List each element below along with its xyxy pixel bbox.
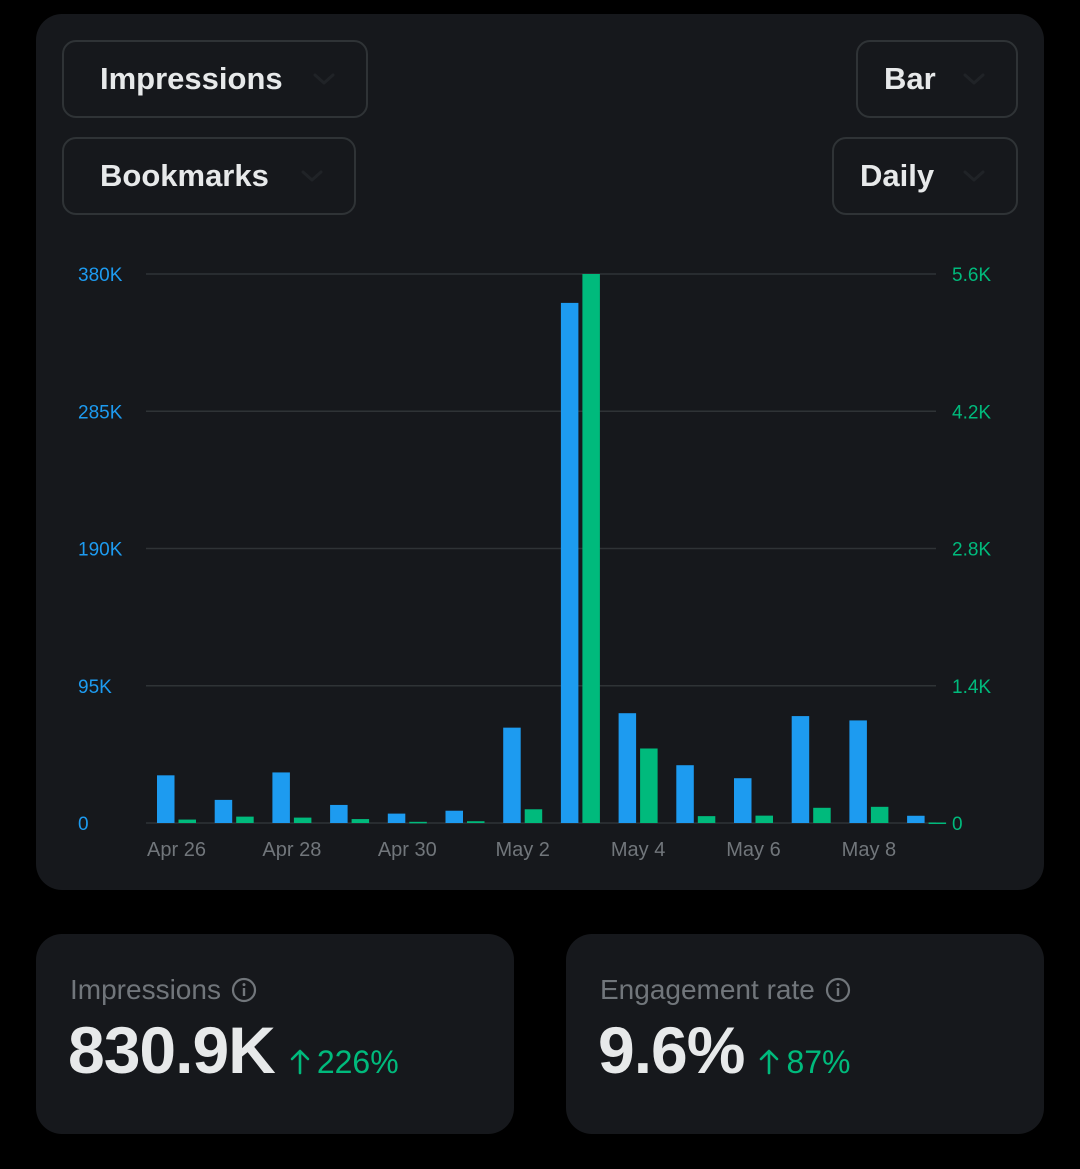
impressions-stat-change: 226% [289,1044,399,1081]
bookmarks-bar [755,815,773,823]
secondary-metric-dropdown[interactable]: Bookmarks [62,137,356,215]
secondary-metric-label: Bookmarks [100,158,269,193]
y-left-tick-label: 95K [78,677,112,698]
impressions-stat-card: Impressions 830.9K 226% [36,934,514,1134]
chevron-down-icon [301,170,323,182]
impressions-bar [330,804,348,823]
engagement-stat-label: Engagement rate [600,974,815,1005]
bar-chart: 0 95K 190K 285K 380K 0 1.4K 2.8K 4.2K 5.6K Apr 26 A… [78,265,991,861]
x-tick-label: Apr 26 [147,839,206,861]
x-tick-label: May 8 [842,839,896,861]
engagement-stat-card: Engagement rate 9.6% 87% [566,934,1044,1134]
arrow-up-icon [290,1049,310,1075]
bookmarks-bar [640,748,658,823]
x-tick-label: May 6 [726,839,780,861]
x-tick-label: May 4 [611,839,665,861]
impressions-bar [214,799,233,823]
bookmarks-bar [524,809,543,823]
impressions-bar [734,778,752,823]
period-dropdown[interactable]: Daily [832,137,1018,215]
arrow-up-icon [760,1049,779,1075]
y-right-tick-label: 1.4K [952,677,991,698]
impressions-bar [157,775,175,823]
impressions-stat-row: 830.9K 226% [68,1012,399,1088]
primary-metric-label: Impressions [100,61,283,96]
engagement-stat-value: 9.6% [598,1013,745,1087]
engagement-stat-change: 87% [758,1044,850,1081]
bookmarks-bar [178,819,196,823]
info-icon[interactable] [825,977,851,1003]
info-icon[interactable] [231,977,257,1003]
x-tick-label: Apr 30 [378,839,437,861]
engagement-stat-row: 9.6% 87% [598,1012,850,1088]
impressions-bar [676,765,694,823]
impressions-bar [503,727,521,823]
chevron-down-icon [963,73,985,85]
impressions-change-value: 226% [316,1044,399,1080]
y-right-tick-label: 4.2K [952,402,991,423]
engagement-stat-header: Engagement rate [600,974,851,1006]
bookmarks-bar [697,816,716,823]
chart-type-label: Bar [884,61,936,96]
impressions-stat-label: Impressions [70,974,221,1005]
bookmarks-bar [293,817,312,823]
impressions-bar [907,815,925,823]
y-left-tick-label: 380K [78,265,123,286]
y-left-tick-label: 190K [78,540,123,561]
impressions-stat-header: Impressions [70,974,257,1006]
impressions-stat-value: 830.9K [68,1013,276,1087]
engagement-change-value: 87% [786,1044,851,1080]
impressions-bar [618,713,637,823]
bookmarks-bar [813,807,831,823]
y-left-tick-label: 0 [78,814,89,835]
chevron-down-icon [963,170,985,182]
bookmarks-bar [351,819,370,823]
chart-type-dropdown[interactable]: Bar [856,40,1018,118]
impressions-bar [445,810,463,823]
impressions-bar [560,302,579,823]
bookmarks-bar [236,816,254,823]
x-tick-label: Apr 28 [262,839,321,861]
bookmarks-bar [870,806,889,823]
y-right-tick-label: 2.8K [952,540,991,561]
bookmarks-bar [409,821,427,824]
chevron-down-icon [313,73,335,85]
bookmarks-bar [467,821,485,823]
y-left-tick-label: 285K [78,402,123,423]
impressions-bar [791,716,810,823]
primary-metric-dropdown[interactable]: Impressions [62,40,368,118]
x-tick-label: May 2 [495,839,549,861]
impressions-bar [849,720,867,823]
chart-card: Impressions Bookmarks Bar Daily 0 95K 190K… [36,14,1044,890]
period-label: Daily [860,158,935,193]
y-right-tick-label: 5.6K [952,265,991,286]
impressions-bar [387,813,406,823]
bookmarks-bar [928,822,947,825]
impressions-bar [272,772,290,823]
y-right-tick-label: 0 [952,814,963,835]
bookmarks-bar [582,274,600,823]
